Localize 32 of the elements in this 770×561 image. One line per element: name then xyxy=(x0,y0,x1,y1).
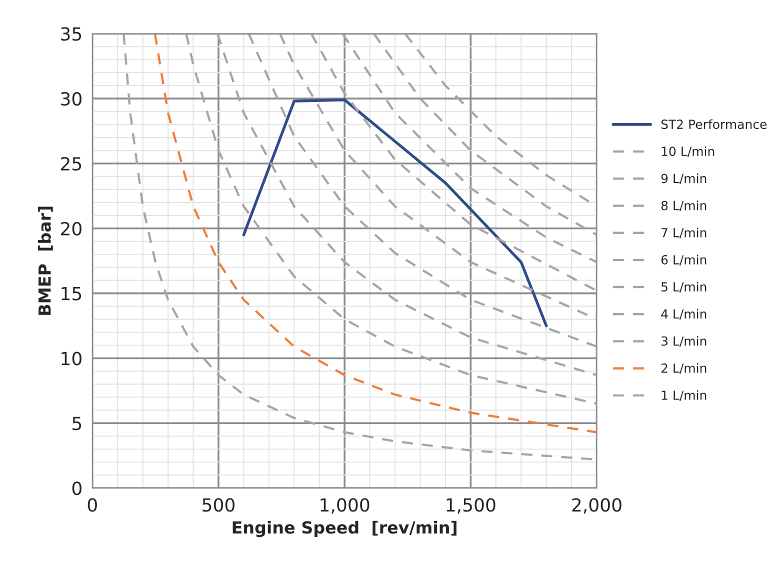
legend-label: 1 L/min xyxy=(662,390,706,401)
y-tick-label: 30 xyxy=(61,92,82,106)
legend-label: 9 L/min xyxy=(661,174,706,184)
legend-label: 4 L/min xyxy=(661,309,706,320)
y-tick-label: 0 xyxy=(72,482,82,496)
x-tick-label: 1,000 xyxy=(320,498,370,514)
y-axis-title: BMEP [bar] xyxy=(38,206,53,315)
line-series xyxy=(278,34,597,320)
x-axis-title: Engine Speed [rev/min] xyxy=(232,520,456,538)
line-series xyxy=(248,34,597,348)
legend-label: 5 L/min xyxy=(662,282,706,293)
legend-label: 3 L/min xyxy=(661,336,706,347)
x-tick-label: 1,500 xyxy=(446,498,496,514)
y-tick-label: 5 xyxy=(72,416,82,430)
x-tick-label: 0 xyxy=(88,498,97,512)
line-series xyxy=(310,34,597,292)
x-tick-label: 2,000 xyxy=(572,498,622,514)
legend-label: 10 L/min xyxy=(662,146,714,158)
legend-label: 8 L/min xyxy=(661,200,706,212)
legend-label: 2 L/min xyxy=(661,363,706,374)
line-series xyxy=(341,34,597,264)
y-tick-label: 20 xyxy=(61,222,82,236)
x-tick-label: 500 xyxy=(202,498,235,512)
line-series xyxy=(372,34,597,236)
line-series xyxy=(242,98,548,328)
y-tick-label: 10 xyxy=(62,352,82,366)
y-tick-label: 35 xyxy=(61,27,82,41)
y-tick-label: 15 xyxy=(62,287,82,300)
legend-label: 6 L/min xyxy=(661,254,706,266)
legend-label: 7 L/min xyxy=(662,228,706,238)
y-tick-label: 25 xyxy=(61,156,82,171)
legend-label: ST2 Performance xyxy=(661,119,767,130)
